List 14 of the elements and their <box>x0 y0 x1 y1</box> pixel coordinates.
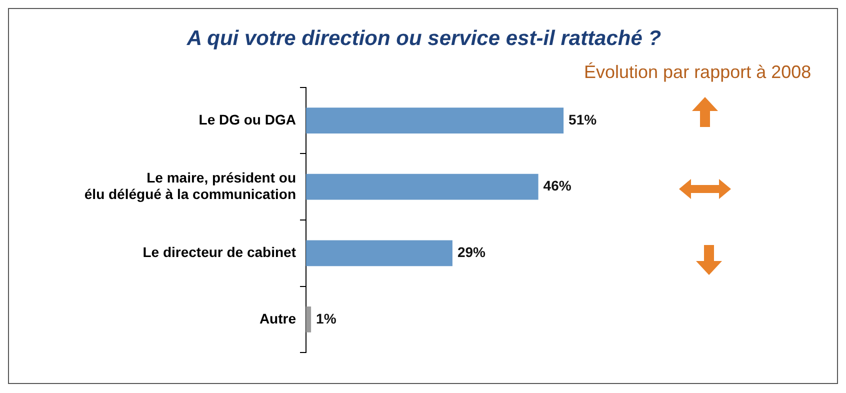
data-label: 46% <box>543 178 572 194</box>
data-label: 1% <box>316 310 337 326</box>
data-label: 29% <box>457 244 486 260</box>
bar <box>306 306 312 332</box>
y-tick-label: Le maire, président ou élu délégué à la communication <box>84 169 296 202</box>
data-label: 51% <box>568 111 598 128</box>
bar <box>306 240 452 266</box>
bar <box>306 174 538 200</box>
y-tick-label: Le DG ou DGA <box>198 111 296 128</box>
bar <box>306 108 564 134</box>
y-tick-label: Le directeur de cabinet <box>142 244 296 260</box>
chart-title: A qui votre direction ou service est-il rattaché ? <box>186 27 662 51</box>
y-tick-label: Autre <box>259 310 296 326</box>
text: Évolution par rapport à 2008 <box>584 62 812 83</box>
